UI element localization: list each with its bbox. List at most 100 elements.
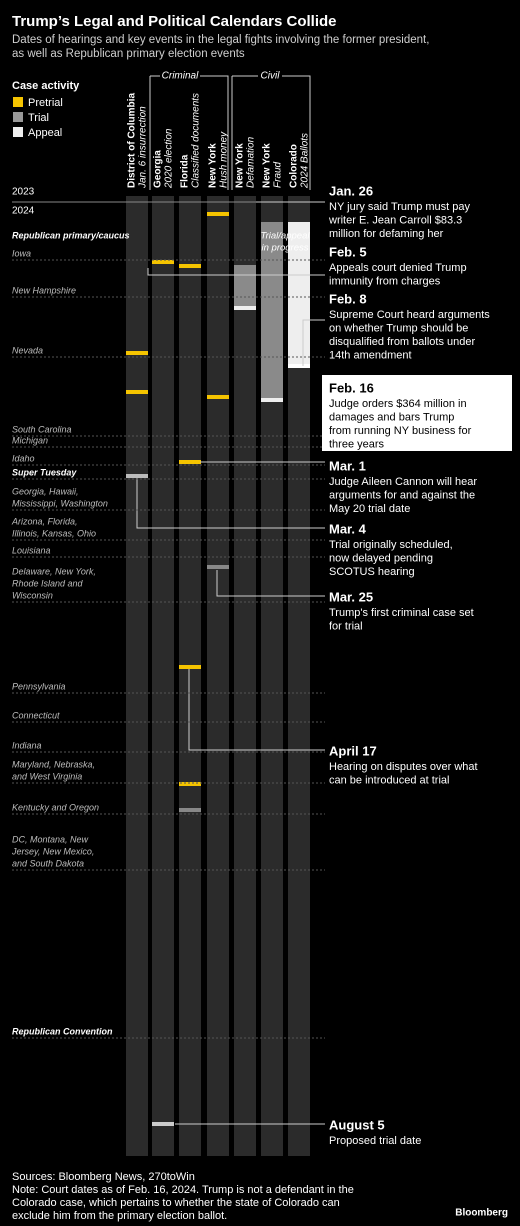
event-text: on whether Trump should be [329, 322, 468, 334]
event-mark [261, 398, 283, 402]
primary-label: South Carolina [12, 424, 72, 434]
event-text: May 20 trial date [329, 503, 410, 515]
event-text: arguments for and against the [329, 489, 475, 501]
primary-label: Idaho [12, 453, 35, 463]
event-text: Trial originally scheduled, [329, 539, 453, 551]
connector [188, 669, 325, 751]
group-bracket [149, 75, 229, 190]
note: exclude him from the primary election ba… [12, 1210, 227, 1222]
subtitle: as well as Republican primary election e… [12, 48, 245, 60]
event-mark [288, 364, 310, 368]
event-text: can be introduced at trial [329, 774, 449, 786]
event-mark [207, 212, 229, 216]
note: Note: Court dates as of Feb. 16, 2024. T… [12, 1184, 354, 1196]
connector [302, 319, 325, 366]
primary-label: Jersey, New Mexico, [11, 846, 94, 856]
primary-label: Mississippi, Washington [12, 498, 108, 508]
group-label: Criminal [162, 71, 199, 82]
event-mark [234, 306, 256, 310]
event-text: three years [329, 438, 385, 450]
event-mark [126, 474, 148, 478]
event-mark [179, 264, 201, 268]
event-date: Mar. 1 [329, 458, 366, 473]
column-detail: 2024 Ballots [300, 133, 311, 189]
in-progress-label: Trial/appeal [261, 231, 311, 242]
event-text: Supreme Court heard arguments [329, 309, 490, 321]
event-mark [152, 1122, 174, 1126]
trial-range [261, 222, 283, 400]
event-text: disqualified from ballots under [329, 336, 475, 348]
primary-label: and South Dakota [12, 858, 84, 868]
group-label: Civil [261, 71, 281, 82]
event-date: August 5 [329, 1117, 385, 1132]
event-text: now delayed pending [329, 552, 433, 564]
event-text: Judge orders $364 million in [329, 398, 467, 410]
primary-label: Republican Convention [12, 1026, 113, 1036]
primary-label: Illinois, Kansas, Ohio [12, 528, 96, 538]
event-mark [126, 351, 148, 355]
primary-label: Super Tuesday [12, 467, 77, 477]
primary-label: Rhode Island and [12, 578, 84, 588]
note: Colorado case, which pertains to whether… [12, 1197, 340, 1209]
event-text: immunity from charges [329, 275, 441, 287]
column-name: New York [235, 143, 246, 188]
event-date: Mar. 25 [329, 589, 373, 604]
event-text: for trial [329, 620, 363, 632]
event-text: damages and bars Trump [329, 411, 454, 423]
column-track [179, 196, 201, 1156]
primary-label: and West Virginia [12, 771, 82, 781]
connector [147, 268, 325, 276]
column-detail: Fraud [273, 161, 284, 188]
column-name: Colorado [289, 144, 300, 188]
column-name: Georgia [153, 150, 164, 188]
primary-label: Georgia, Hawaii, [12, 486, 79, 496]
primary-label: Kentucky and Oregon [12, 802, 99, 812]
event-mark [179, 665, 201, 669]
column-track [126, 196, 148, 1156]
column-name: New York [208, 143, 219, 188]
sources: Sources: Bloomberg News, 270toWin [12, 1171, 195, 1183]
column-detail: 2020 election [164, 128, 175, 189]
column-track [152, 196, 174, 1156]
event-date: Feb. 8 [329, 291, 367, 306]
appeal-range [288, 222, 310, 366]
legend-swatch [13, 97, 23, 107]
connector [216, 570, 325, 597]
legend-title: Case activity [12, 80, 80, 92]
event-mark [179, 808, 201, 812]
event-mark [126, 390, 148, 394]
connector [136, 478, 325, 529]
primary-label: Louisiana [12, 545, 51, 555]
in-progress-label: in progress [262, 243, 309, 254]
column-detail: Hush money [219, 131, 230, 188]
event-text: Trump's first criminal case set [329, 607, 474, 619]
event-mark [152, 260, 174, 264]
primary-label: DC, Montana, New [12, 834, 89, 844]
event-text: Appeals court denied Trump [329, 262, 467, 274]
primary-label: Republican primary/caucus [12, 230, 130, 240]
primary-label: Connecticut [12, 710, 60, 720]
event-text: Hearing on disputes over what [329, 761, 478, 773]
legend-label: Appeal [28, 127, 62, 139]
highlight-box [322, 375, 512, 451]
event-text: Judge Aileen Cannon will hear [329, 476, 477, 488]
year-label: 2024 [12, 206, 35, 217]
event-text: NY jury said Trump must pay [329, 201, 471, 213]
event-text: 14th amendment [329, 349, 412, 361]
column-name: Florida [180, 154, 191, 188]
event-date: Jan. 26 [329, 183, 373, 198]
event-text: from running NY business for [329, 425, 472, 437]
primary-label: Michigan [12, 435, 48, 445]
event-mark [207, 395, 229, 399]
column-name: New York [262, 143, 273, 188]
primary-label: Indiana [12, 740, 42, 750]
legend-swatch [13, 112, 23, 122]
event-mark [179, 460, 201, 464]
event-mark [179, 782, 201, 786]
event-text: writer E. Jean Carroll $83.3 [328, 214, 462, 226]
column-detail: Classified documents [191, 93, 202, 188]
legend-label: Trial [28, 112, 49, 124]
legend-label: Pretrial [28, 97, 63, 109]
event-text: Proposed trial date [329, 1135, 421, 1147]
